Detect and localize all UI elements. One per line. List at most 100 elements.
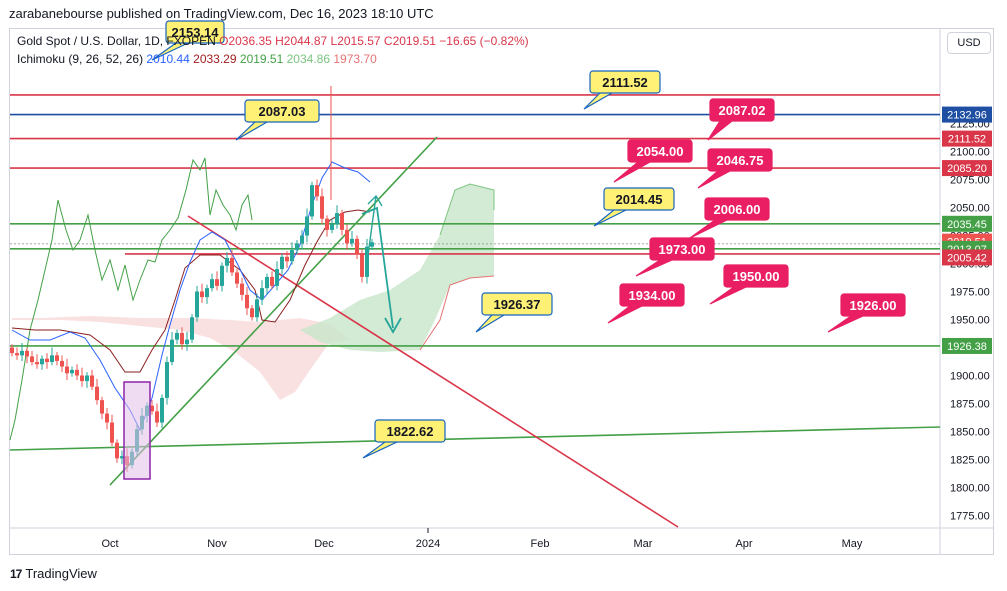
y-tick-label: 1825.00 [950, 455, 990, 467]
y-tick-label: 1900.00 [950, 371, 990, 383]
candle-body [60, 360, 64, 367]
price-axis-label [942, 337, 992, 354]
candle-body [155, 411, 159, 423]
candle-body [335, 213, 339, 225]
price-callout-text: 1926.37 [494, 297, 541, 312]
callout-pointer [235, 121, 268, 141]
uptrend-line [109, 136, 438, 486]
callout-pointer [607, 305, 643, 324]
ichimoku-value: 1973.70 [333, 52, 377, 66]
callout-pointer [697, 170, 731, 189]
ichimoku-tenkan-line [11, 161, 371, 432]
ichimoku-legend: Ichimoku (9, 26, 52, 26) 2010.44 2033.29… [17, 52, 377, 66]
candle-body [225, 257, 229, 266]
candle-body [265, 276, 269, 289]
candle-body [210, 279, 214, 289]
candle-body [345, 229, 349, 244]
candle-body [240, 283, 244, 295]
downtrend-line [187, 215, 679, 528]
price-axis-label-text: 2005.42 [947, 252, 987, 264]
candle-body [150, 405, 154, 412]
footer-brand[interactable]: TradingView [25, 566, 97, 581]
callout-pointer [475, 314, 505, 333]
callout-pointer [613, 161, 651, 183]
candle-body [80, 375, 84, 382]
candle-body [50, 355, 54, 363]
candle-body [310, 185, 314, 217]
price-callout [704, 197, 770, 221]
candle-body [295, 243, 299, 251]
candle-body [360, 254, 364, 277]
price-callout-text: 1950.00 [733, 269, 780, 284]
currency-button[interactable]: USD [947, 32, 991, 54]
candle-body [195, 291, 199, 318]
ichimoku-senkou-b [419, 275, 495, 351]
candle-body [355, 238, 359, 255]
callout-pointer [151, 42, 189, 61]
candle-body [275, 269, 279, 286]
price-callout [707, 148, 773, 172]
y-tick-label: 2050.00 [950, 203, 990, 215]
price-axis-label-text: 2035.45 [947, 219, 987, 231]
price-callout-text: 1934.00 [629, 288, 676, 303]
price-axis-label [942, 130, 992, 147]
candle-body [305, 216, 309, 236]
candle-body [180, 332, 184, 345]
price-callout [840, 293, 906, 317]
candle-body [85, 375, 89, 382]
candle-body [45, 358, 49, 363]
candle-body [200, 291, 204, 298]
candle-body [120, 456, 124, 459]
ichimoku-value: 2034.86 [286, 52, 331, 66]
candle-body [105, 413, 109, 423]
candle-body [290, 250, 294, 262]
callout-pointer [689, 219, 728, 239]
y-tick-label: 2100.00 [950, 147, 990, 159]
footer: 17 TradingView [10, 566, 97, 581]
candle-body [40, 358, 44, 365]
projection-path [361, 206, 394, 329]
callout-pointer [583, 92, 613, 110]
price-callout-text: 2046.75 [717, 153, 764, 168]
x-tick-label: Apr [735, 538, 752, 550]
candle-body [260, 288, 264, 300]
chart-frame [9, 28, 994, 555]
price-axis-label-text: 2111.52 [948, 134, 986, 146]
x-tick-label: Feb [531, 538, 550, 550]
candle-body [315, 185, 319, 197]
price-callout [603, 187, 675, 211]
y-tick-label: 1875.00 [950, 399, 990, 411]
price-axis-label-text: 1926.38 [947, 341, 987, 353]
callout-pointer [707, 120, 733, 141]
price-callout [649, 237, 715, 261]
candle-body [175, 332, 179, 340]
price-callout [589, 70, 661, 94]
price-callout [244, 99, 320, 123]
candle-body [25, 350, 29, 357]
price-callout-text: 2014.45 [616, 192, 663, 207]
x-tick-label: Mar [634, 538, 653, 550]
candle-body [100, 400, 104, 414]
price-callout-text: 2054.00 [637, 144, 684, 159]
y-tick-label: 1775.00 [950, 511, 990, 523]
candle-body [160, 397, 164, 423]
ichimoku-value: 2019.51 [239, 52, 284, 66]
callout-pointer [593, 209, 627, 227]
ichimoku-chikou-line [9, 157, 253, 441]
price-axis-label-text: 2132.96 [947, 110, 987, 122]
candle-body [110, 422, 114, 443]
price-axis-label-text: 2085.20 [947, 163, 987, 175]
price-callout-text: 2087.02 [719, 103, 766, 118]
price-callout [619, 283, 685, 307]
projection-path [365, 195, 377, 271]
ichimoku-senkou-a [439, 183, 495, 236]
price-callout [709, 98, 775, 122]
candle-body [340, 213, 344, 230]
candle-body [330, 224, 334, 230]
candle-body [350, 238, 354, 244]
price-axis-label [942, 215, 992, 232]
candle-body [15, 353, 19, 356]
ichimoku-label: Ichimoku (9, 26, 52, 26) [17, 52, 144, 66]
candle-body [65, 366, 69, 374]
